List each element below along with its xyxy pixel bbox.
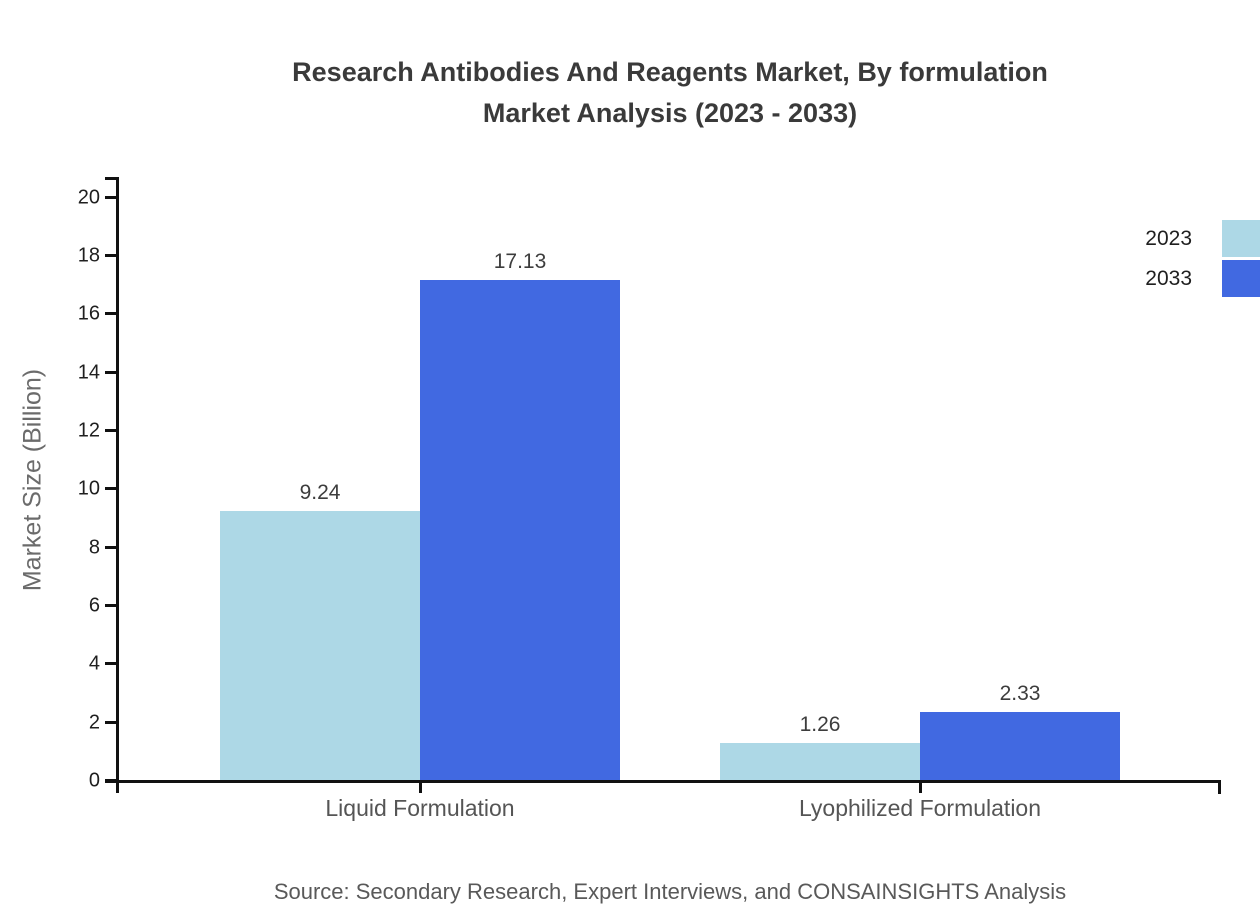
legend-label-2023: 2023 bbox=[1145, 227, 1192, 250]
x-tick-mark bbox=[919, 780, 922, 793]
y-axis-top-cap bbox=[105, 177, 119, 180]
y-tick-label: 6 bbox=[88, 594, 100, 617]
chart-title: Research Antibodies And Reagents Market,… bbox=[80, 52, 1260, 134]
legend-label-2033: 2033 bbox=[1145, 267, 1192, 290]
y-tick-mark bbox=[105, 545, 116, 549]
bar-2023-liquid-formulation bbox=[220, 510, 420, 780]
y-tick-label: 18 bbox=[77, 244, 100, 267]
bar-value-label: 17.13 bbox=[493, 250, 547, 274]
y-tick-label: 4 bbox=[88, 652, 100, 675]
bar-2033-liquid-formulation bbox=[420, 280, 620, 780]
bar-value-label: 1.26 bbox=[799, 713, 841, 737]
y-tick-label: 8 bbox=[88, 536, 100, 559]
chart-title-line1: Research Antibodies And Reagents Market,… bbox=[292, 57, 1048, 87]
y-tick-mark bbox=[105, 312, 116, 316]
y-tick-mark bbox=[105, 662, 116, 666]
y-tick-label: 10 bbox=[77, 477, 100, 500]
y-tick-mark bbox=[105, 370, 116, 374]
y-tick-label: 14 bbox=[77, 361, 100, 384]
bar-2033-lyophilized-formulation bbox=[920, 712, 1120, 780]
y-tick-mark bbox=[105, 487, 116, 491]
x-tick-mark bbox=[419, 780, 422, 793]
legend-swatch-2033 bbox=[1222, 260, 1260, 297]
source-note: Source: Secondary Research, Expert Inter… bbox=[273, 879, 1067, 904]
bar-value-label: 9.24 bbox=[299, 480, 341, 504]
y-tick-label: 16 bbox=[77, 302, 100, 325]
y-tick-label: 20 bbox=[77, 186, 100, 209]
y-tick-mark bbox=[105, 720, 116, 724]
y-tick-mark bbox=[105, 254, 116, 258]
y-tick-label: 12 bbox=[77, 419, 100, 442]
y-tick-mark bbox=[105, 195, 116, 199]
y-tick-mark bbox=[105, 779, 116, 782]
x-category-label: Lyophilized Formulation bbox=[798, 795, 1042, 821]
y-tick-label: 2 bbox=[88, 711, 100, 734]
y-tick-label: 0 bbox=[88, 769, 100, 792]
chart-title-line2: Market Analysis (2023 - 2033) bbox=[482, 98, 858, 128]
x-axis-line bbox=[105, 780, 1221, 783]
y-tick-mark bbox=[105, 429, 116, 433]
bar-value-label: 2.33 bbox=[999, 682, 1041, 706]
y-axis-line bbox=[116, 177, 119, 793]
x-axis-end-cap bbox=[1218, 780, 1221, 794]
legend-swatch-2023 bbox=[1222, 220, 1260, 257]
x-category-label: Liquid Formulation bbox=[325, 795, 515, 821]
y-tick-mark bbox=[105, 604, 116, 607]
bar-2023-lyophilized-formulation bbox=[720, 743, 920, 780]
